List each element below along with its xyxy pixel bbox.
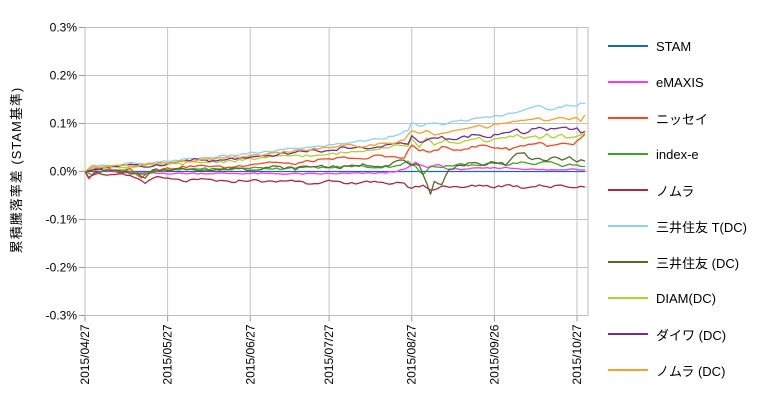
y-tick-label: 0.1% — [50, 117, 78, 131]
y-tick-label: -0.1% — [46, 213, 78, 227]
legend-item: ニッセイ — [608, 100, 708, 136]
legend-item: 三井住友 T(DC) — [608, 208, 747, 244]
legend-label: ダイワ (DC) — [656, 327, 727, 343]
x-tick-label: 2015/06/27 — [243, 324, 257, 384]
x-tick-label: 2015/07/27 — [322, 324, 336, 384]
legend-line-swatch — [608, 45, 648, 47]
series-line-ノムラ (DC) — [84, 114, 586, 173]
legend-item: ダイワ (DC) — [608, 316, 726, 352]
x-tick-label: 2015/05/27 — [161, 324, 175, 384]
legend-label: 三井住友 T(DC) — [656, 219, 747, 235]
series-line-ノムラ — [84, 170, 586, 191]
x-tick-label: 2015/09/26 — [487, 324, 501, 384]
legend-label: ノムラ — [656, 183, 695, 199]
legend-item: ノムラ — [608, 172, 694, 208]
y-tick-label: -0.2% — [46, 261, 78, 275]
legend-label: ノムラ (DC) — [656, 363, 726, 379]
legend-label: 三井住友 (DC) — [656, 255, 740, 271]
legend-line-swatch — [608, 297, 648, 299]
legend-item: DIAM(DC) — [608, 280, 716, 316]
legend-line-swatch — [608, 189, 648, 191]
legend-label: ニッセイ — [656, 111, 709, 127]
x-tick-label: 2015/08/27 — [405, 324, 419, 384]
series-line-ニッセイ — [84, 134, 586, 180]
series-line-三井住友 (DC) — [84, 152, 586, 195]
legend-line-swatch — [608, 117, 648, 119]
legend-label: DIAM(DC) — [656, 290, 716, 306]
legend-item: 三井住友 (DC) — [608, 244, 739, 280]
legend-label: index-e — [656, 146, 699, 162]
series-line-eMAXIS — [84, 161, 586, 175]
legend-line-swatch — [608, 225, 648, 227]
legend-line-swatch — [608, 369, 648, 371]
legend: STAM eMAXIS ニッセイ index-e ノムラ三井住友 T(DC) 三井住友 (… — [608, 0, 760, 420]
y-tick-label: 0.3% — [50, 21, 78, 35]
legend-item: ノムラ (DC) — [608, 352, 725, 388]
legend-item: STAM — [608, 28, 691, 64]
y-tick-label: -0.3% — [46, 309, 78, 323]
legend-label: STAM — [656, 38, 692, 54]
x-tick-label: 2015/04/27 — [78, 324, 92, 384]
y-tick-label: 0.0% — [50, 165, 78, 179]
x-tick-label: 2015/10/27 — [570, 324, 584, 384]
legend-line-swatch — [608, 81, 648, 83]
legend-line-swatch — [608, 333, 648, 335]
series-line-三井住友 T(DC) — [84, 102, 586, 173]
legend-item: index-e — [608, 136, 699, 172]
series-line-DIAM(DC) — [84, 132, 586, 173]
legend-item: eMAXIS — [608, 64, 704, 100]
y-tick-label: 0.2% — [50, 69, 78, 83]
legend-line-swatch — [608, 153, 648, 155]
legend-label: eMAXIS — [656, 74, 704, 90]
legend-line-swatch — [608, 261, 648, 263]
